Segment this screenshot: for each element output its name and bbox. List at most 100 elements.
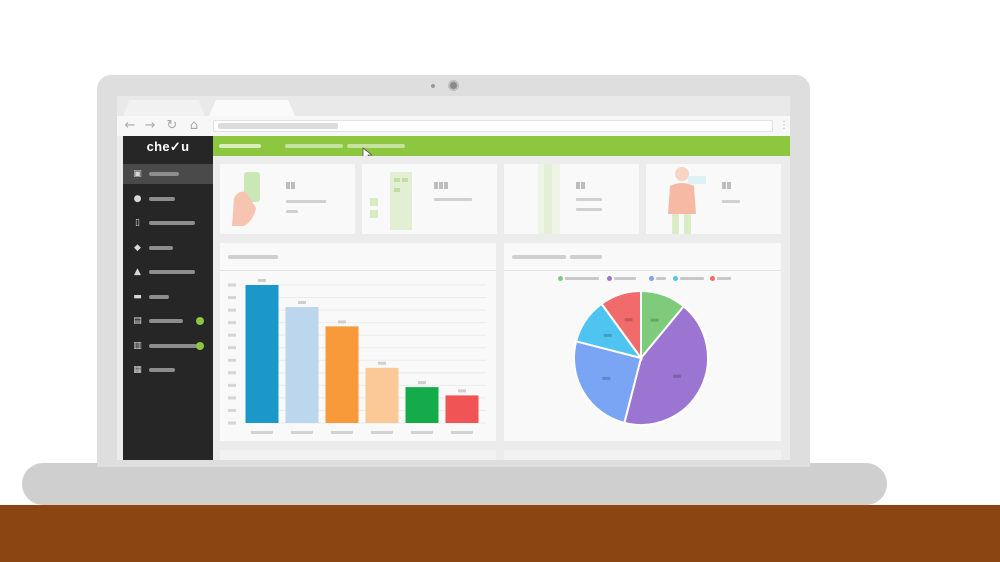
back-arrow-icon[interactable]: ← — [124, 118, 136, 133]
bar[interactable] — [325, 326, 359, 423]
bar-chart — [228, 279, 486, 434]
pie-chart — [573, 289, 709, 426]
browser-tab-strip — [117, 96, 790, 116]
x-tick-label — [411, 431, 433, 434]
clipboard-icon: ▤ — [133, 316, 142, 326]
pie-chart-panel — [504, 243, 781, 441]
y-tick-label — [228, 358, 236, 362]
y-tick-label — [228, 346, 236, 350]
sidebar-item-5[interactable]: ▲ — [123, 262, 213, 282]
legend-item[interactable] — [558, 276, 600, 282]
bar-value-label — [298, 301, 306, 305]
bar[interactable] — [405, 387, 439, 423]
browser-tab-1[interactable] — [123, 100, 205, 116]
browser-menu-icon[interactable]: ⋮ — [779, 120, 789, 131]
stat-value-3 — [576, 176, 586, 189]
sidebar-item-8[interactable]: ▥ — [123, 336, 213, 356]
pie-slice-label — [602, 376, 611, 380]
notification-badge — [196, 341, 204, 350]
webcam-icon — [448, 80, 459, 91]
legend-swatch — [649, 276, 654, 281]
laptop-base — [22, 463, 887, 505]
top-nav-link-1[interactable] — [219, 144, 261, 148]
sidebar-item-4[interactable]: ◆ — [123, 238, 213, 258]
pie-slice[interactable] — [623, 304, 709, 426]
stat-card-3[interactable] — [504, 164, 639, 234]
stat-card-2[interactable] — [362, 164, 497, 234]
stat-card-1[interactable] — [220, 164, 355, 234]
legend-label — [717, 277, 731, 280]
lower-panel-left — [220, 450, 496, 460]
y-tick-label — [228, 383, 236, 387]
reload-icon[interactable]: ↻ — [166, 118, 178, 133]
bar[interactable] — [245, 285, 279, 423]
sidebar: che✓u ▣ ● ▯ ◆ ▲ ▬ ▤ ▥ ▦ — [123, 136, 213, 460]
legend-swatch — [710, 276, 715, 281]
pie-slice-label — [603, 333, 612, 337]
sidebar-item-label — [149, 294, 169, 299]
x-tick-label — [371, 431, 393, 434]
x-tick-label — [251, 431, 273, 434]
top-nav-link-3[interactable] — [347, 144, 405, 148]
pie-slice-label — [650, 318, 659, 322]
browser-tab-2[interactable] — [209, 100, 295, 116]
sidebar-item-label — [149, 368, 175, 372]
bar[interactable] — [285, 307, 319, 423]
bar-chart-divider — [220, 270, 496, 271]
pie-slice[interactable] — [573, 340, 643, 425]
legend-item[interactable] — [607, 276, 637, 282]
sidebar-item-6[interactable]: ▬ — [123, 287, 213, 307]
network-icon: ▲ — [134, 267, 141, 277]
stat-value-4 — [722, 176, 732, 189]
bar-value-label — [378, 361, 386, 365]
phone-in-hand-illustration — [232, 172, 260, 226]
sidebar-item-label — [149, 172, 179, 176]
legend-label — [614, 277, 636, 280]
sensor-dot — [431, 84, 435, 88]
pie-slice[interactable] — [600, 289, 642, 362]
legend-swatch — [607, 276, 612, 281]
brand-logo[interactable]: che✓u — [146, 139, 190, 154]
building-illustration — [370, 172, 412, 230]
pie-chart-title — [512, 255, 566, 259]
home-icon[interactable]: ⌂ — [189, 118, 199, 133]
y-tick-label — [228, 396, 236, 400]
stat-label-2 — [434, 198, 472, 201]
sidebar-item-2[interactable]: ● — [123, 189, 213, 209]
bar-chart-title — [228, 255, 278, 259]
sidebar-item-3[interactable]: ▯ — [123, 213, 213, 233]
sidebar-item-7[interactable]: ▤ — [123, 311, 213, 331]
legend-item[interactable] — [673, 276, 705, 282]
dashboard-content — [213, 156, 790, 460]
bar-value-label — [258, 279, 266, 282]
database-icon: ▥ — [133, 340, 142, 351]
phone-icon: ▯ — [135, 218, 140, 228]
bar-value-label — [338, 320, 346, 324]
notification-badge — [196, 317, 204, 325]
forward-arrow-icon[interactable]: → — [144, 118, 156, 133]
floor — [0, 505, 1000, 562]
legend-item[interactable] — [710, 276, 732, 282]
sidebar-item-1[interactable]: ▣ — [123, 164, 213, 184]
top-nav-link-2[interactable] — [285, 144, 343, 148]
stat-value-2 — [434, 176, 449, 189]
address-input[interactable] — [213, 120, 773, 132]
y-tick-label — [228, 296, 236, 300]
x-tick-label — [331, 431, 353, 434]
stat-sublabel-1 — [286, 210, 298, 213]
legend-item[interactable] — [649, 276, 667, 282]
card-icon: ▬ — [133, 291, 142, 302]
stat-card-4[interactable] — [646, 164, 781, 234]
sidebar-item-9[interactable]: ▦ — [123, 360, 213, 380]
sidebar-item-label — [149, 319, 183, 323]
person-illustration — [668, 167, 706, 234]
browser-toolbar: ← → ↻ ⌂ ⋮ — [117, 116, 790, 136]
stat-label-3 — [576, 198, 602, 201]
bar[interactable] — [445, 395, 479, 423]
tree-illustration — [538, 164, 560, 234]
pie-slice-label — [672, 374, 681, 378]
pie-slice-label — [624, 318, 633, 322]
stat-sublabel-3 — [576, 208, 602, 211]
bar[interactable] — [365, 367, 399, 423]
